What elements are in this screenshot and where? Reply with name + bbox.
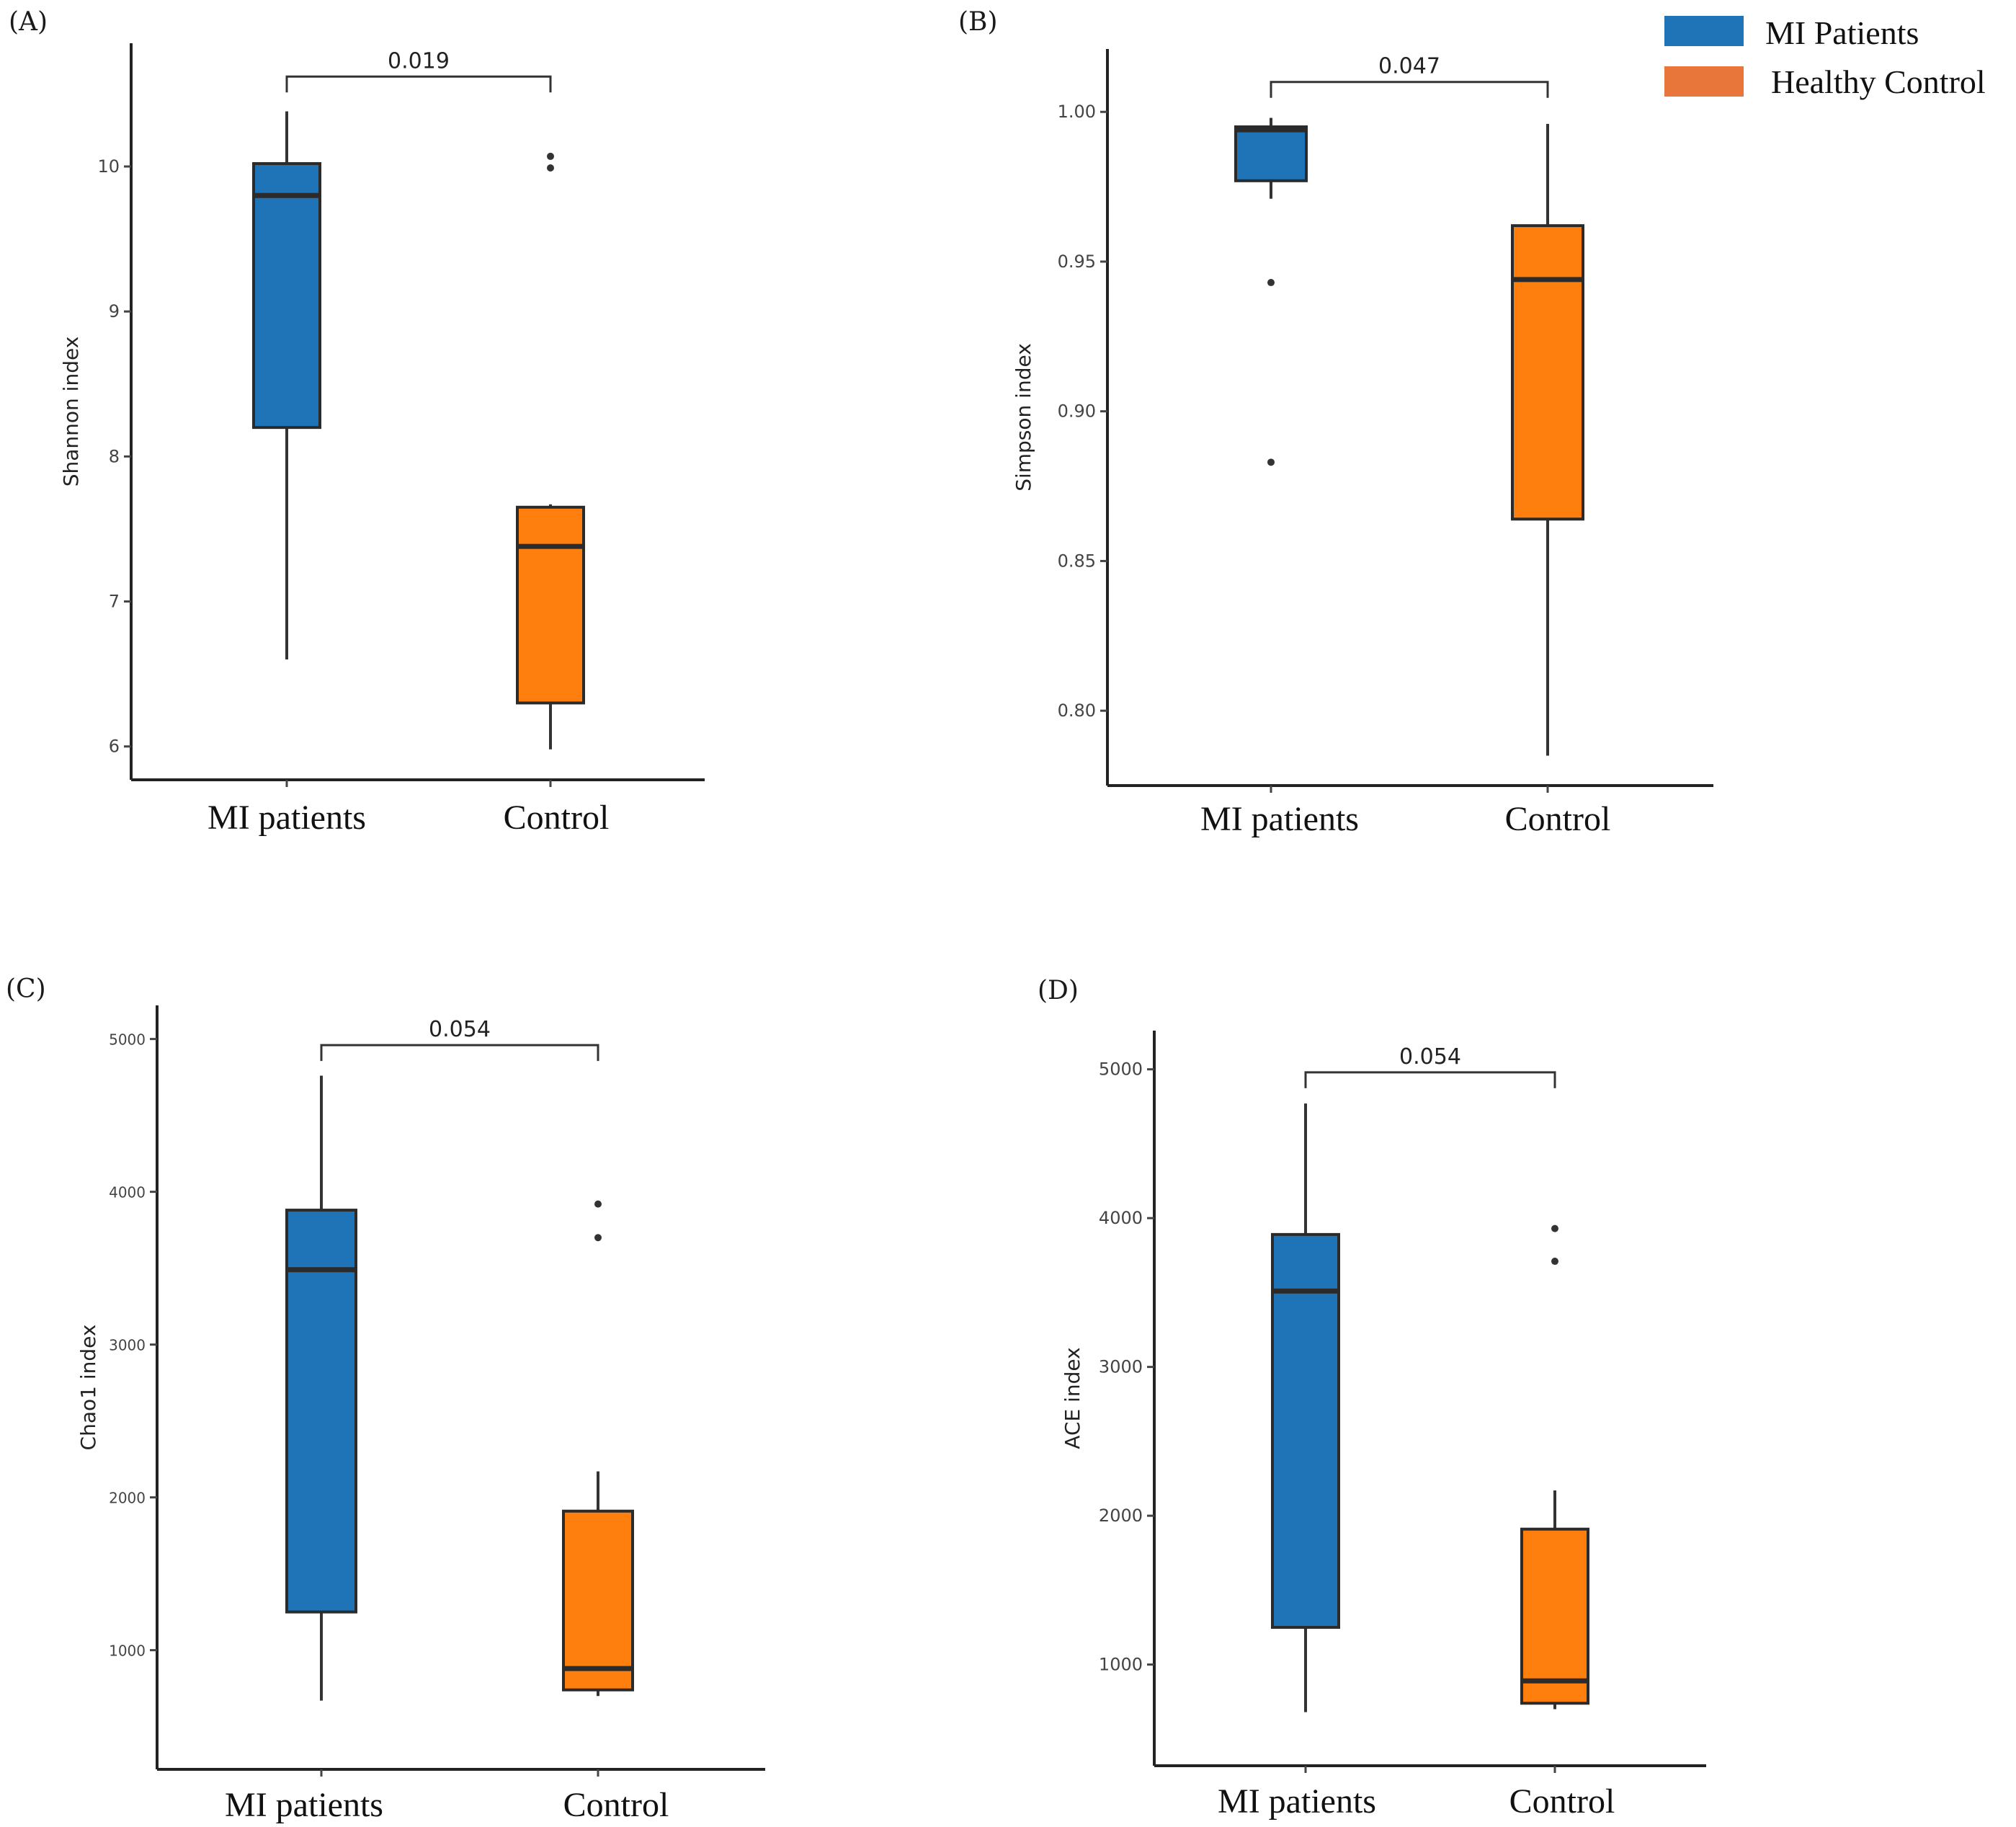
box-mi-patients (252, 111, 321, 660)
y-tick-label: 5000 (1099, 1059, 1143, 1080)
x-category-label: Control (1509, 1782, 1615, 1821)
y-tick-label: 8 (109, 446, 120, 466)
iqr-box (1271, 1232, 1340, 1629)
y-tick-label: 6 (109, 737, 120, 757)
x-category-label: Control (1505, 800, 1611, 838)
outlier-point (594, 1234, 602, 1242)
p-value-label: 0.054 (429, 1017, 491, 1042)
y-axis-title: Simpson index (1012, 343, 1035, 492)
y-tick-label: 5000 (109, 1031, 146, 1049)
panel-label: (C) (6, 974, 46, 1004)
y-axis-title: Shannon index (59, 337, 83, 487)
legend-label-mi: MI Patients (1765, 14, 1919, 51)
y-tick-label: 4000 (109, 1184, 146, 1201)
y-tick-label: 9 (109, 301, 120, 321)
box-mi-patients (1271, 1103, 1340, 1712)
iqr-box (516, 505, 585, 705)
y-tick-label: 2000 (109, 1490, 146, 1507)
y-tick-label: 3000 (1099, 1357, 1143, 1377)
significance-bracket (1270, 81, 1549, 98)
outlier-point (594, 1200, 602, 1208)
box-mi-patients (285, 1075, 357, 1701)
significance-bracket (285, 75, 552, 93)
x-category-label: Control (504, 799, 610, 837)
box-control (1520, 1224, 1589, 1710)
iqr-box (252, 161, 321, 430)
outlier-point (1551, 1224, 1558, 1232)
legend: MI Patients Healthy Control (1664, 14, 1986, 100)
x-category-label: MI patients (1218, 1782, 1376, 1821)
y-axis-title: ACE index (1061, 1347, 1084, 1449)
legend-label-control: Healthy Control (1771, 63, 1986, 100)
y-tick-label: 0.80 (1058, 701, 1096, 721)
y-axis-title: Chao1 index (76, 1325, 100, 1451)
box-control (1511, 123, 1584, 756)
y-tick-label: 0.85 (1058, 551, 1096, 571)
iqr-box (562, 1509, 634, 1692)
significance-bracket (320, 1044, 599, 1062)
outlier-point (1267, 279, 1275, 287)
panel-d: (D) 1000 2000 3000 4000 5000 ACE index MI patie… (1038, 976, 1706, 1821)
significance-bracket (1304, 1071, 1556, 1088)
x-category-label: MI patients (225, 1786, 383, 1824)
iqr-box (1234, 125, 1308, 182)
p-value-label: 0.019 (388, 48, 450, 74)
box-control (516, 152, 585, 750)
outlier-point (547, 152, 554, 160)
x-category-label: Control (563, 1786, 669, 1824)
y-tick-label: 1000 (1099, 1655, 1143, 1675)
outlier-point (1267, 458, 1275, 466)
y-tick-label: 1.00 (1058, 102, 1096, 122)
x-category-label: MI patients (1200, 800, 1359, 838)
panel-b: (B) 0.80 0.85 0.90 0.95 1.00 Simpson index MI p… (958, 7, 1713, 838)
legend-swatch-control (1664, 66, 1744, 97)
panel-c: (C) 1000 2000 3000 4000 5000 Chao1 index MI pat… (6, 974, 765, 1824)
p-value-label: 0.054 (1399, 1044, 1461, 1070)
y-tick-label: 7 (109, 592, 120, 612)
outlier-point (547, 164, 554, 172)
panel-a: (A) 6 7 8 9 10 Shannon index MI patients Control… (9, 7, 705, 837)
y-tick-label: 2000 (1099, 1506, 1143, 1526)
iqr-box (1511, 224, 1584, 521)
iqr-box (1520, 1527, 1589, 1705)
y-tick-label: 1000 (109, 1642, 146, 1660)
y-tick-label: 4000 (1099, 1208, 1143, 1228)
iqr-box (285, 1209, 357, 1614)
x-category-label: MI patients (208, 799, 366, 837)
y-tick-label: 3000 (109, 1337, 146, 1354)
p-value-label: 0.047 (1378, 54, 1440, 79)
panel-label: (B) (958, 7, 998, 37)
box-mi-patients (1234, 117, 1308, 466)
outlier-point (1551, 1258, 1558, 1266)
box-control (562, 1200, 634, 1697)
y-tick-label: 10 (97, 156, 120, 177)
y-tick-label: 0.95 (1058, 252, 1096, 272)
y-tick-label: 0.90 (1058, 401, 1096, 422)
panel-label: (A) (9, 7, 48, 37)
legend-swatch-mi (1664, 16, 1744, 46)
panel-label: (D) (1038, 976, 1079, 1005)
